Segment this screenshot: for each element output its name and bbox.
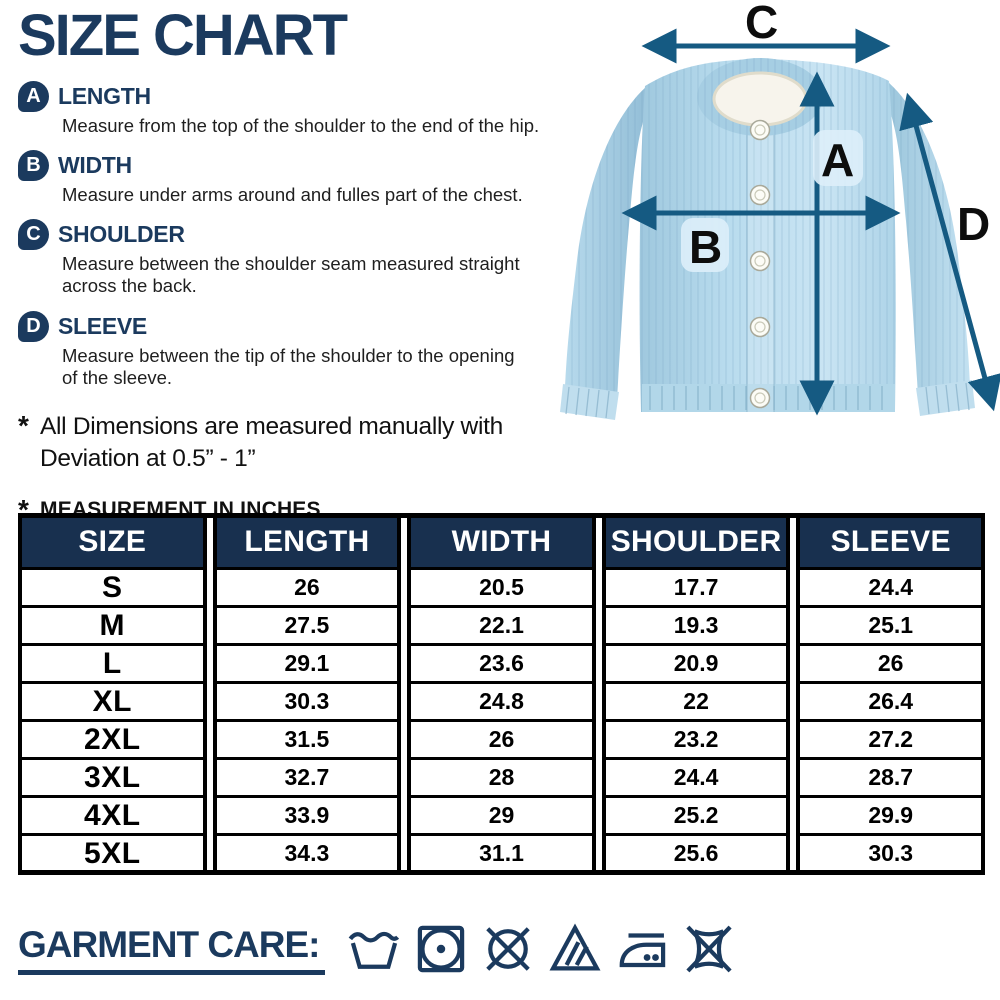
- definition-width-head: B WIDTH: [18, 150, 558, 182]
- non-chlorine-bleach-icon: [548, 922, 602, 976]
- definition-description: Measure between the shoulder seam measur…: [62, 253, 520, 297]
- value-cell: 22: [605, 681, 787, 719]
- value-cell: 28.7: [800, 757, 981, 795]
- size-cell: XL: [22, 681, 203, 719]
- definition-sleeve-head: D SLEEVE: [18, 310, 558, 342]
- definition-shoulder-head: C SHOULDER: [18, 219, 558, 251]
- asterisk-marker: *: [18, 493, 29, 525]
- value-cell: 28: [411, 757, 592, 795]
- definition-shoulder: C SHOULDER Measure between the shoulder …: [18, 219, 558, 297]
- value-cell: 33.9: [216, 795, 398, 833]
- info-column: SIZE CHART A LENGTH Measure from the top…: [18, 3, 558, 526]
- value-cell: 26: [216, 567, 398, 605]
- letter-badge-c: C: [18, 219, 49, 251]
- size-cell: 5XL: [22, 833, 203, 871]
- diagram-label-b: B: [689, 221, 722, 273]
- letter-badge-d: D: [18, 310, 49, 342]
- definition-term: SHOULDER: [58, 221, 185, 248]
- column-header-width: WIDTH: [411, 517, 592, 567]
- asterisk-marker: *: [18, 410, 29, 442]
- size-cell: 3XL: [22, 757, 203, 795]
- definition-term: WIDTH: [58, 152, 132, 179]
- value-cell: 26: [411, 719, 592, 757]
- definition-length: A LENGTH Measure from the top of the sho…: [18, 80, 558, 137]
- jacket-collar: [697, 58, 823, 136]
- value-cell: 24.8: [411, 681, 592, 719]
- definition-term: SLEEVE: [58, 312, 147, 339]
- size-cell: S: [22, 567, 203, 605]
- value-cell: 29: [411, 795, 592, 833]
- value-cell: 23.2: [605, 719, 787, 757]
- table-column-size: SIZE S M L XL 2XL 3XL 4XL 5XL: [18, 513, 207, 875]
- size-cell: M: [22, 605, 203, 643]
- value-cell: 30.3: [800, 833, 981, 871]
- value-cell: 32.7: [216, 757, 398, 795]
- definition-length-head: A LENGTH: [18, 80, 558, 112]
- definition-description: Measure from the top of the shoulder to …: [62, 114, 540, 136]
- letter-badge-a: A: [18, 80, 49, 112]
- label-b-halo: [681, 218, 729, 272]
- value-cell: 26.4: [800, 681, 981, 719]
- value-cell: 22.1: [411, 605, 592, 643]
- diagram-label-a: A: [821, 134, 854, 186]
- tumble-dry-low-icon: [414, 922, 468, 976]
- garment-care-label: GARMENT CARE:: [18, 924, 326, 975]
- garment-care-section: GARMENT CARE:: [18, 922, 736, 976]
- page-title: SIZE CHART: [18, 3, 348, 68]
- diagram-label-d: D: [957, 198, 990, 250]
- column-header-length: LENGTH: [216, 517, 398, 567]
- definition-width: B WIDTH Measure under arms around and fu…: [18, 150, 558, 206]
- definition-sleeve: D SLEEVE Measure between the tip of the …: [18, 310, 558, 389]
- value-cell: 25.6: [605, 833, 787, 871]
- definition-description: Measure under arms around and fulles par…: [62, 184, 523, 206]
- machine-wash-icon: [347, 922, 401, 976]
- letter-badge-b: B: [18, 150, 49, 182]
- value-cell: 20.5: [411, 567, 592, 605]
- value-cell: 31.5: [216, 719, 398, 757]
- note-deviation: * All Dimensions are measured manually w…: [18, 410, 558, 475]
- garment-care-icons: [347, 922, 736, 976]
- table-column-sleeve: SLEEVE 24.4 25.1 26 26.4 27.2 28.7 29.9 …: [796, 513, 985, 875]
- value-cell: 29.9: [800, 795, 981, 833]
- value-cell: 17.7: [605, 567, 787, 605]
- value-cell: 29.1: [216, 643, 398, 681]
- value-cell: 25.1: [800, 605, 981, 643]
- size-cell: 4XL: [22, 795, 203, 833]
- size-cell: 2XL: [22, 719, 203, 757]
- value-cell: 24.4: [605, 757, 787, 795]
- label-a-halo: [813, 130, 863, 186]
- note-deviation-text: All Dimensions are measured manually wit…: [40, 413, 503, 472]
- definition-description: Measure between the tip of the shoulder …: [62, 344, 515, 388]
- value-cell: 31.1: [411, 833, 592, 871]
- iron-icon: [615, 922, 669, 976]
- value-cell: 27.2: [800, 719, 981, 757]
- column-header-shoulder: SHOULDER: [605, 517, 787, 567]
- do-not-wring-icon: [682, 922, 736, 976]
- arrow-sleeve-d: [899, 92, 1000, 412]
- jacket-measurement-diagram: C A B D: [555, 0, 1000, 470]
- diagram-label-c: C: [745, 0, 778, 48]
- column-header-size: SIZE: [22, 517, 203, 567]
- collar-inner-lining: [714, 73, 806, 125]
- table-column-length: LENGTH 26 27.5 29.1 30.3 31.5 32.7 33.9 …: [212, 513, 402, 875]
- value-cell: 20.9: [605, 643, 787, 681]
- value-cell: 23.6: [411, 643, 592, 681]
- column-header-sleeve: SLEEVE: [800, 517, 981, 567]
- value-cell: 27.5: [216, 605, 398, 643]
- jacket-left-sleeve: [560, 86, 647, 420]
- value-cell: 25.2: [605, 795, 787, 833]
- size-chart-table: SIZE S M L XL 2XL 3XL 4XL 5XL LENGTH 26 …: [18, 513, 985, 875]
- value-cell: 26: [800, 643, 981, 681]
- value-cell: 30.3: [216, 681, 398, 719]
- table-column-shoulder: SHOULDER 17.7 19.3 20.9 22 23.2 24.4 25.…: [601, 513, 791, 875]
- definition-term: LENGTH: [58, 82, 151, 109]
- jacket-illustration: C A B D: [560, 0, 1000, 420]
- do-not-dry-clean-icon: [481, 922, 535, 976]
- size-cell: L: [22, 643, 203, 681]
- value-cell: 24.4: [800, 567, 981, 605]
- value-cell: 19.3: [605, 605, 787, 643]
- table-column-width: WIDTH 20.5 22.1 23.6 24.8 26 28 29 31.1: [407, 513, 596, 875]
- value-cell: 34.3: [216, 833, 398, 871]
